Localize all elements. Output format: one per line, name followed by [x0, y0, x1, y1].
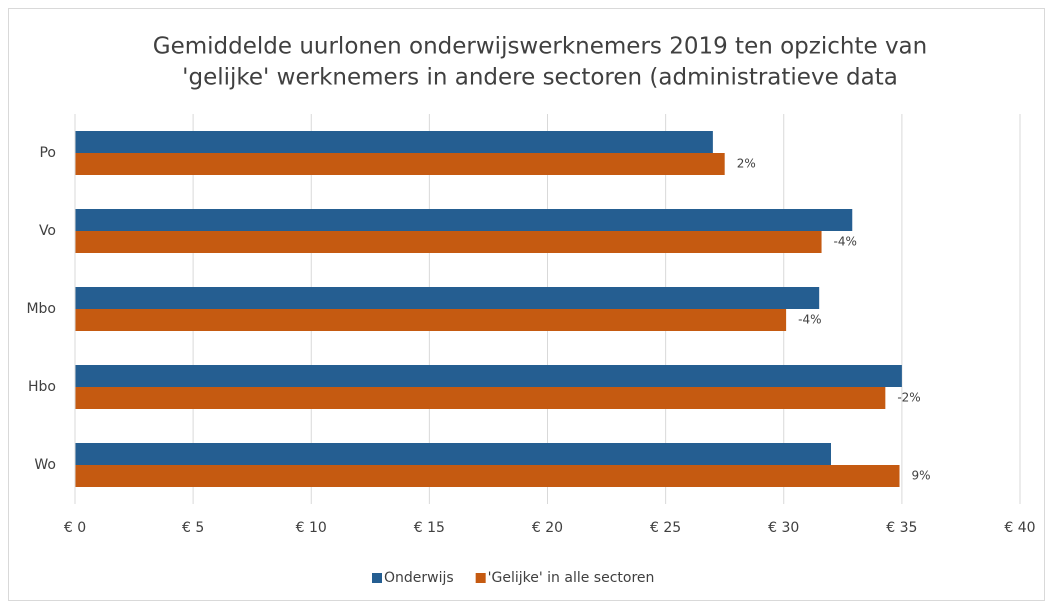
chart-title: Gemiddelde uurlonen onderwijswerknemers …: [153, 34, 927, 60]
bar: [75, 443, 831, 465]
bar: [75, 465, 900, 487]
bar: [75, 309, 787, 331]
bar: [75, 287, 820, 309]
x-tick-label: € 40: [1004, 520, 1035, 536]
legend-swatch: [475, 573, 486, 583]
legend-label: Onderwijs: [384, 570, 454, 586]
legend-swatch: [372, 573, 382, 583]
bar: [75, 131, 713, 153]
bar: [75, 231, 822, 253]
x-tick-label: € 30: [768, 520, 799, 536]
chart-title: 'gelijke' werknemers in andere sectoren …: [182, 65, 898, 91]
x-tick-label: € 15: [414, 520, 445, 536]
x-tick-label: € 35: [886, 520, 917, 536]
x-tick-label: € 0: [64, 520, 86, 536]
bar: [75, 365, 902, 387]
data-label: -4%: [798, 313, 821, 327]
y-tick-label: Vo: [39, 223, 56, 239]
bar: [75, 209, 853, 231]
x-tick-label: € 10: [296, 520, 327, 536]
x-tick-label: € 20: [532, 520, 563, 536]
bar: [75, 387, 886, 409]
bar: [75, 153, 725, 175]
data-label: 2%: [737, 157, 756, 171]
y-tick-label: Wo: [34, 457, 56, 473]
data-label: 9%: [912, 469, 931, 483]
y-tick-label: Po: [39, 145, 56, 161]
legend-label: 'Gelijke' in alle sectoren: [488, 570, 655, 586]
data-label: -4%: [834, 235, 857, 249]
x-tick-label: € 5: [182, 520, 204, 536]
y-tick-label: Hbo: [28, 379, 56, 395]
y-tick-label: Mbo: [26, 301, 56, 317]
x-tick-label: € 25: [650, 520, 681, 536]
data-label: -2%: [897, 391, 920, 405]
